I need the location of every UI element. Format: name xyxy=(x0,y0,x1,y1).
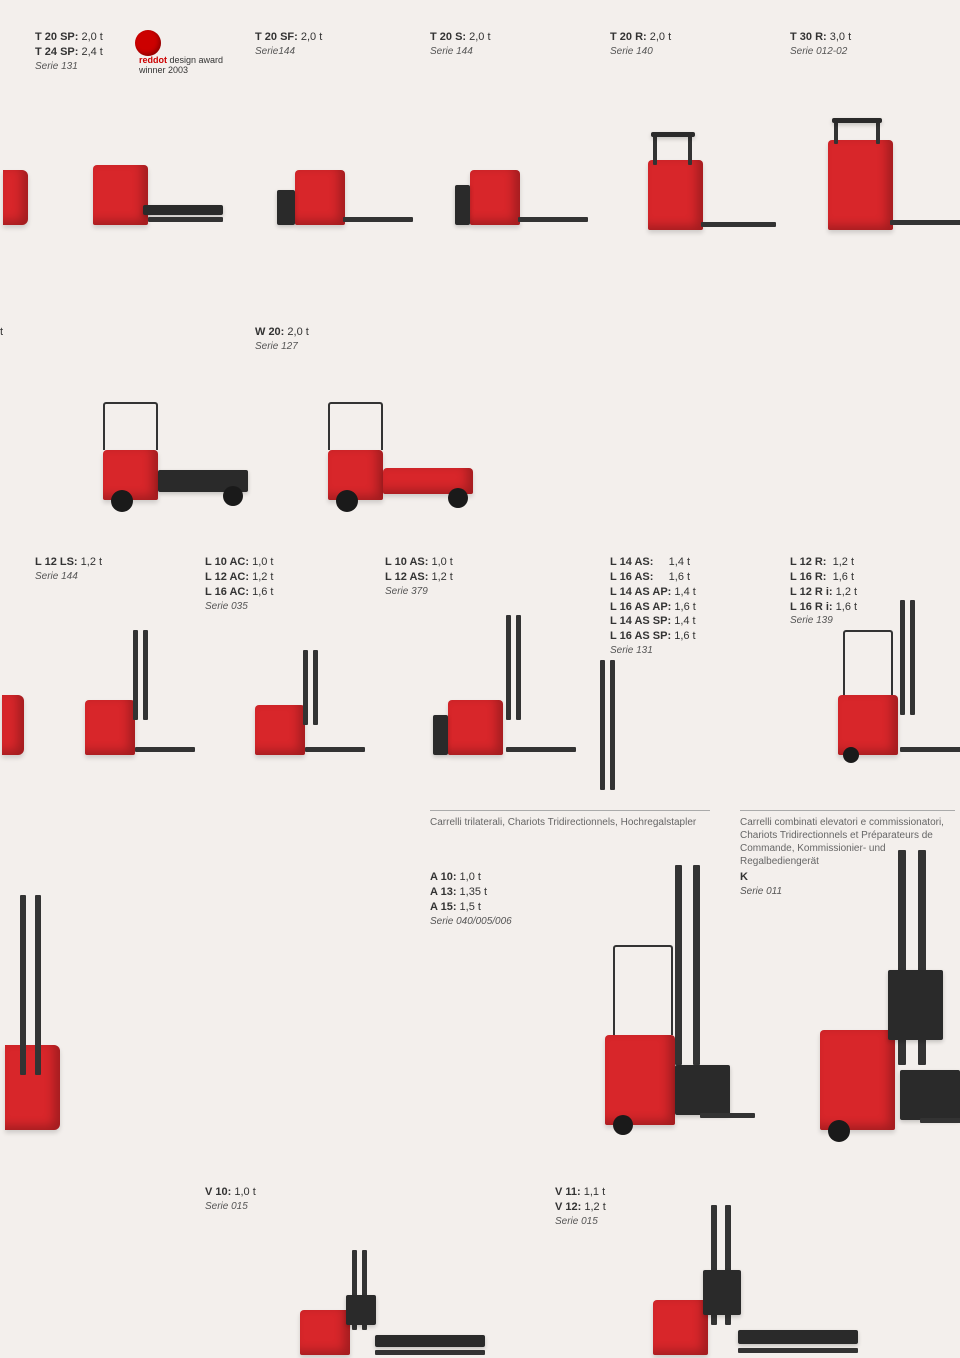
serie: Serie 127 xyxy=(255,341,309,352)
spec-line: V 10: 1,0 t xyxy=(205,1185,256,1200)
reddot-icon xyxy=(135,30,161,56)
product-image-partial-stacker xyxy=(0,595,25,755)
spec-t20sf: T 20 SF: 2,0 t Serie144 xyxy=(255,30,322,57)
serie: Serie 040/005/006 xyxy=(430,916,512,927)
spec-line: T 24 SP: 2,4 t xyxy=(35,45,103,60)
spec-a10: A 10: 1,0 t A 13: 1,35 t A 15: 1,5 t Ser… xyxy=(430,870,512,927)
spec-line: T 20 R: 2,0 t xyxy=(610,30,671,45)
spec-line: T 30 R: 3,0 t xyxy=(790,30,851,45)
spec-line: t xyxy=(0,325,3,340)
category-trilateral: Carrelli trilaterali, Chariots Tridirect… xyxy=(430,810,710,829)
reddot-award-badge: reddot design award winner 2003 xyxy=(135,30,225,76)
serie: Serie 144 xyxy=(35,571,102,582)
product-image-partial-vna xyxy=(0,870,65,1130)
spec-t20r: T 20 R: 2,0 t Serie 140 xyxy=(610,30,671,57)
serie: Serie 144 xyxy=(430,46,491,57)
spec-l14as: L 14 AS: 1,4 t L 16 AS: 1,6 t L 14 AS AP… xyxy=(610,555,696,656)
product-image-l10as xyxy=(385,590,565,755)
product-image-t20sp xyxy=(45,130,195,225)
product-image-t20r xyxy=(595,115,755,230)
product-image-partial xyxy=(0,130,30,225)
spec-line: L 14 AS SP: 1,4 t xyxy=(610,614,696,629)
spec-w20: W 20: 2,0 t Serie 127 xyxy=(255,325,309,352)
spec-line: L 14 AS: 1,4 t xyxy=(610,555,696,570)
spec-line: A 10: 1,0 t xyxy=(430,870,512,885)
spec-l12ls: L 12 LS: 1,2 t Serie 144 xyxy=(35,555,102,582)
spec-left-t: t xyxy=(0,325,3,340)
spec-line: T 20 S: 2,0 t xyxy=(430,30,491,45)
spec-t20sp: T 20 SP: 2,0 t T 24 SP: 2,4 t Serie 131 xyxy=(35,30,103,72)
spec-v10: V 10: 1,0 t Serie 015 xyxy=(205,1185,256,1212)
product-image-l12r xyxy=(780,585,955,755)
product-image-v10 xyxy=(205,1225,445,1355)
spec-line: L 10 AS: 1,0 t xyxy=(385,555,453,570)
spec-line: T 20 SF: 2,0 t xyxy=(255,30,322,45)
product-image-v11 xyxy=(555,1190,805,1355)
product-image-k xyxy=(760,840,955,1130)
product-image-l10ac xyxy=(205,625,355,755)
spec-line: L 16 R: 1,6 t xyxy=(790,570,857,585)
spec-line: L 16 AC: 1,6 t xyxy=(205,585,273,600)
spec-line: L 16 AS AP: 1,6 t xyxy=(610,600,696,615)
product-image-t20sf xyxy=(245,130,395,225)
spec-line: L 16 AS SP: 1,6 t xyxy=(610,629,696,644)
award-text: reddot design award winner 2003 xyxy=(139,56,223,76)
serie: Serie144 xyxy=(255,46,322,57)
product-image-t20s xyxy=(420,130,570,225)
spec-t20s: T 20 S: 2,0 t Serie 144 xyxy=(430,30,491,57)
spec-line: L 10 AC: 1,0 t xyxy=(205,555,273,570)
spec-line: L 12 AS: 1,2 t xyxy=(385,570,453,585)
spec-line: L 14 AS AP: 1,4 t xyxy=(610,585,696,600)
product-image-t30r xyxy=(775,100,945,230)
product-image-w20 xyxy=(255,370,455,500)
spec-l10ac: L 10 AC: 1,0 t L 12 AC: 1,2 t L 16 AC: 1… xyxy=(205,555,273,612)
product-image-tractor1 xyxy=(30,370,230,500)
serie: Serie 012-02 xyxy=(790,46,851,57)
serie: Serie 035 xyxy=(205,601,273,612)
spec-line: L 12 LS: 1,2 t xyxy=(35,555,102,570)
serie: Serie 131 xyxy=(610,645,696,656)
serie: Serie 131 xyxy=(35,61,103,72)
product-image-a10 xyxy=(545,845,735,1125)
spec-line: A 13: 1,35 t xyxy=(430,885,512,900)
serie: Serie 015 xyxy=(205,1201,256,1212)
product-image-l14as-mast xyxy=(580,585,620,755)
serie: Serie 140 xyxy=(610,46,671,57)
spec-line: L 12 AC: 1,2 t xyxy=(205,570,273,585)
spec-t30r: T 30 R: 3,0 t Serie 012-02 xyxy=(790,30,851,57)
spec-line: W 20: 2,0 t xyxy=(255,325,309,340)
spec-line: L 16 AS: 1,6 t xyxy=(610,570,696,585)
spec-line: T 20 SP: 2,0 t xyxy=(35,30,103,45)
spec-line: A 15: 1,5 t xyxy=(430,900,512,915)
spec-line: L 12 R: 1,2 t xyxy=(790,555,857,570)
product-image-l12ls xyxy=(35,595,185,755)
